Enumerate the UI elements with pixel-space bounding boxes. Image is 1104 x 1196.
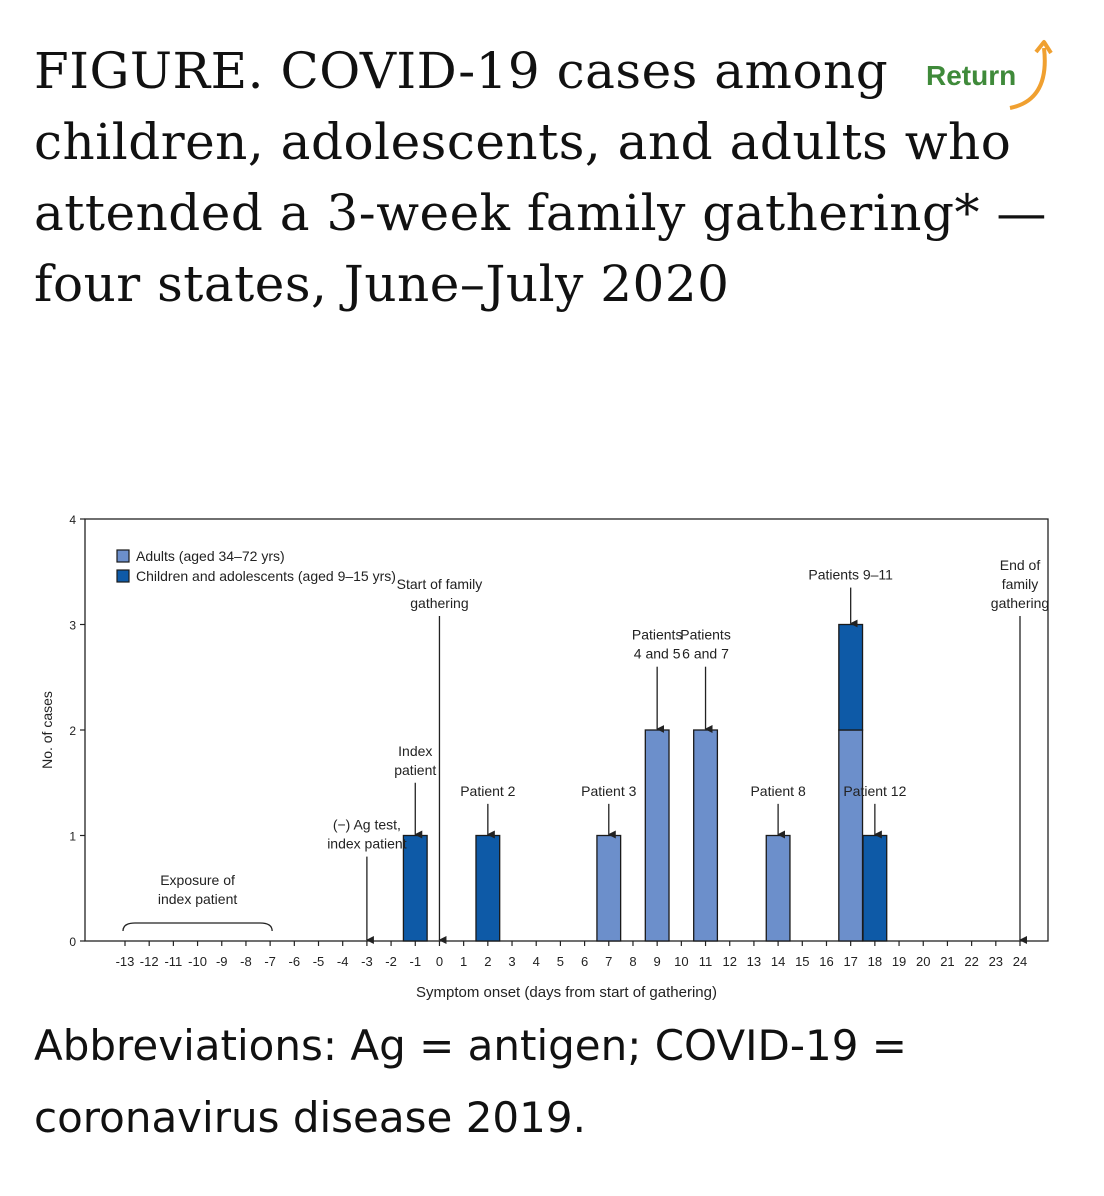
x-tick-label: -2 (385, 954, 397, 969)
chart: 0 1 2 3 4 -13 -12 -11 -10 -9 -8 -7 -6 -5 -4 -3 -2 -1 0 1 2 3 4… (30, 505, 1060, 1010)
x-tick-label: -8 (240, 954, 252, 969)
x-tick-label: 5 (557, 954, 564, 969)
legend-swatch (116, 569, 130, 583)
annotation-label: patient (394, 762, 436, 778)
bar-children (862, 834, 888, 942)
bar-children (402, 834, 428, 942)
x-tick-label: -7 (264, 954, 276, 969)
annotation-label: Patient 12 (843, 783, 906, 799)
x-tick-label: -4 (337, 954, 349, 969)
x-tick-label: 3 (508, 954, 515, 969)
x-tick-label: 7 (605, 954, 612, 969)
x-tick-label: 9 (654, 954, 661, 969)
x-tick-label: -12 (140, 954, 159, 969)
figure-title: FIGURE. COVID-19 cases among children, a… (34, 42, 1047, 313)
x-tick-label: 4 (533, 954, 540, 969)
annotation-label: End of (1000, 557, 1041, 573)
y-tick-label: 4 (69, 513, 76, 527)
x-tick-label: 23 (989, 954, 1003, 969)
annotation-label: Patient 3 (581, 783, 636, 799)
x-tick-label: 2 (484, 954, 491, 969)
bar-adults (644, 729, 670, 942)
x-tick-label: -1 (409, 954, 421, 969)
annotation-label: Index (398, 743, 432, 759)
annotation-label: index patient (327, 836, 407, 852)
x-tick-label: 0 (436, 954, 443, 969)
x-tick-label: 14 (771, 954, 785, 969)
annotation-label: gathering (991, 595, 1049, 611)
x-tick-label: 6 (581, 954, 588, 969)
annotation-label: Start of family (397, 576, 483, 592)
exposure-bracket (122, 922, 273, 932)
annotation-label: 4 and 5 (634, 646, 681, 662)
annotation-label: Patients 9–11 (808, 567, 893, 583)
x-tick-label: -6 (289, 954, 301, 969)
y-tick-label: 2 (69, 724, 76, 738)
annotation-label: Patients (680, 627, 731, 643)
y-axis-label: No. of cases (39, 691, 55, 769)
x-tick-label: -9 (216, 954, 228, 969)
annotation-label: family (1002, 576, 1039, 592)
x-tick-label: 12 (722, 954, 736, 969)
x-axis-label: Symptom onset (days from start of gather… (416, 984, 717, 1001)
x-tick-label: 20 (916, 954, 930, 969)
annotation-label: 6 and 7 (682, 646, 729, 662)
x-tick-label: 24 (1013, 954, 1027, 969)
annotation-label: Patients (632, 627, 683, 643)
bracket-label: index patient (158, 891, 238, 907)
bar-adults (693, 729, 719, 942)
annotation-label: (−) Ag test, (333, 817, 401, 833)
x-tick-label: 10 (674, 954, 688, 969)
annotation-label: Patient 2 (460, 783, 515, 799)
y-tick-label: 1 (69, 830, 76, 844)
x-tick-label: 17 (843, 954, 857, 969)
x-tick-label: 22 (964, 954, 978, 969)
x-tick-label: -5 (313, 954, 325, 969)
y-tick-label: 0 (69, 935, 76, 949)
x-tick-label: 21 (940, 954, 954, 969)
legend-label: Children and adolescents (aged 9–15 yrs) (136, 568, 396, 584)
x-tick-label: 1 (460, 954, 467, 969)
footnote: Abbreviations: Ag = antigen; COVID-19 = … (34, 1021, 907, 1142)
x-tick-label: 11 (699, 954, 713, 969)
curved-arrow-icon (1009, 40, 1053, 110)
x-tick-label: 8 (629, 954, 636, 969)
annotation-label: Patient 8 (750, 783, 805, 799)
legend-swatch (116, 549, 130, 563)
x-tick-label: -13 (116, 954, 135, 969)
x-tick-label: -3 (361, 954, 373, 969)
x-tick-label: 16 (819, 954, 833, 969)
bar-adults (838, 729, 864, 942)
x-tick-label: -10 (188, 954, 207, 969)
legend-label: Adults (aged 34–72 yrs) (136, 548, 285, 564)
x-tick-label: 15 (795, 954, 809, 969)
annotation-label: gathering (410, 595, 468, 611)
x-tick-label: 19 (892, 954, 906, 969)
x-tick-label: -11 (164, 954, 182, 969)
x-tick-label: 13 (747, 954, 761, 969)
bar-adults (765, 834, 791, 942)
bar-children (475, 834, 501, 942)
bar-children (838, 623, 864, 731)
y-tick-label: 3 (69, 619, 76, 633)
return-button[interactable]: Return (922, 38, 1072, 118)
return-label: Return (926, 60, 1017, 91)
bracket-label: Exposure of (160, 872, 235, 888)
bar-adults (596, 834, 622, 942)
x-tick-label: 18 (868, 954, 882, 969)
